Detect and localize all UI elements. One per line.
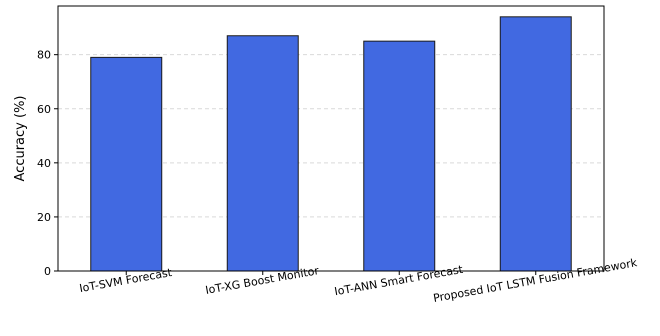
bar	[363, 40, 436, 272]
y-tick-label: 20	[37, 211, 51, 224]
bar	[499, 16, 572, 272]
y-axis-title: Accuracy (%)	[13, 96, 28, 182]
bar	[226, 35, 299, 272]
y-tick-label: 80	[37, 49, 51, 62]
plot-frame	[57, 5, 605, 272]
y-axis-ticks: 0 20 40 60 80	[37, 49, 58, 278]
y-tick-label: 0	[44, 265, 51, 278]
bar	[90, 56, 163, 272]
y-tick-label: 40	[37, 157, 51, 170]
y-tick-label: 60	[37, 103, 51, 116]
